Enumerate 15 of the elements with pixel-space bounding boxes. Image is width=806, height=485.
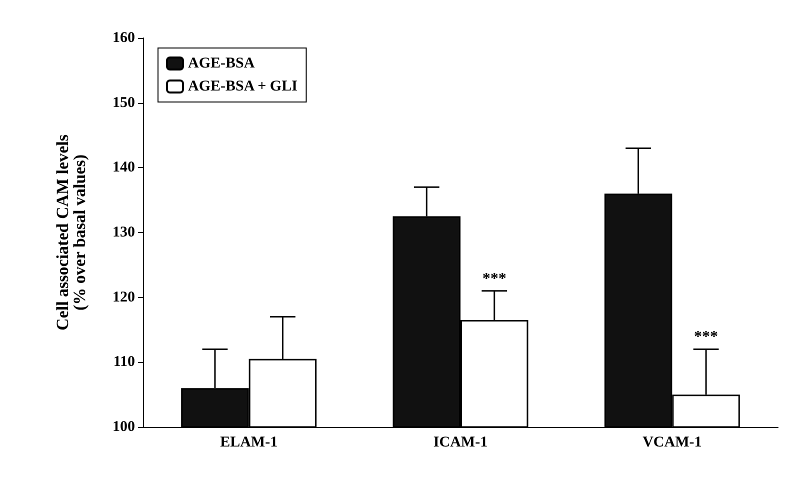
y-tick-label: 100 [112, 419, 135, 435]
y-axis-title: Cell associated CAM levels (% over basal values) [53, 134, 89, 330]
y-tick-label: 160 [112, 30, 135, 46]
x-tick-label: VCAM-1 [642, 434, 702, 450]
x-tick-label: ICAM-1 [433, 434, 488, 450]
x-tick-label: ELAM-1 [220, 434, 278, 450]
y-tick-label: 120 [112, 289, 135, 306]
y-tick-label: 110 [113, 354, 135, 370]
y-tick-label: 130 [112, 224, 135, 240]
legend-label: AGE-BSA + GLI [188, 78, 298, 94]
legend-label: AGE-BSA [188, 56, 255, 72]
annotation: *** [694, 328, 718, 346]
y-tick-label: 150 [112, 94, 135, 111]
y-tick-label: 140 [112, 160, 135, 176]
annotation: *** [482, 270, 506, 288]
